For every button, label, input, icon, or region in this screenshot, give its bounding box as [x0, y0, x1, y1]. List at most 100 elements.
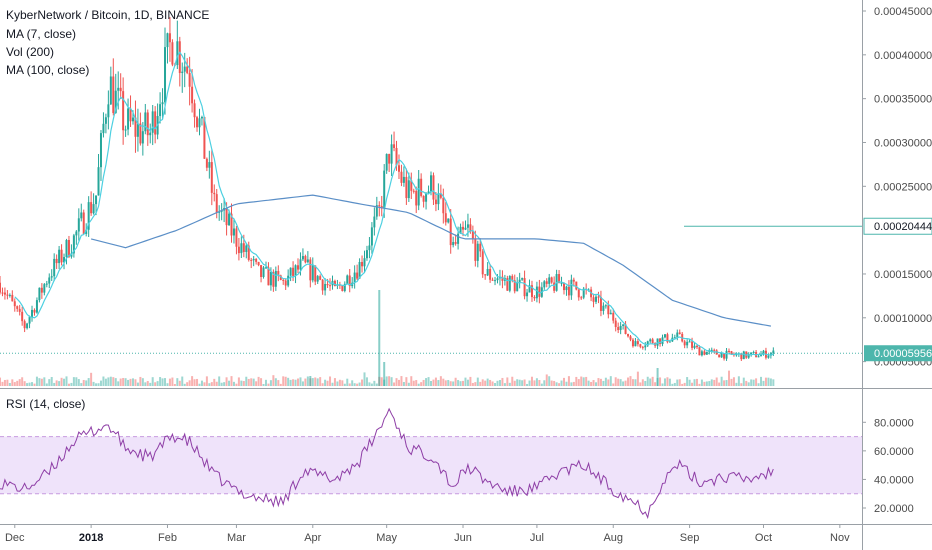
candle [333, 279, 336, 287]
volume-bar [715, 377, 718, 386]
volume-bar [447, 380, 450, 386]
candle-body [639, 344, 642, 347]
volume-bar [235, 383, 238, 386]
candle-body [316, 276, 319, 282]
volume-bar [617, 378, 620, 386]
candle-body [412, 190, 415, 192]
candle [297, 258, 300, 274]
volume-bar [299, 377, 302, 386]
volume-bar [255, 381, 258, 386]
candle [353, 265, 356, 289]
volume-bar [405, 377, 408, 386]
candle [70, 244, 73, 259]
rsi-legend[interactable]: RSI (14, close) [6, 397, 86, 411]
candle-body [129, 108, 132, 122]
volume-bar [762, 380, 765, 386]
volume-bar [750, 379, 753, 386]
volume-bar [117, 381, 120, 386]
candle-body [63, 257, 66, 263]
candle-body [329, 285, 332, 287]
volume-bar [555, 382, 558, 386]
candle [641, 345, 644, 350]
candle [274, 266, 277, 291]
candle-body [420, 178, 423, 196]
candle [624, 321, 627, 335]
candle [437, 183, 440, 211]
volume-bar [252, 378, 255, 386]
volume-bar [264, 379, 267, 386]
candle [663, 334, 666, 339]
volume-bar [237, 377, 240, 386]
candle [666, 332, 669, 344]
volume-bar [250, 378, 253, 386]
volume-bar [501, 377, 504, 386]
volume-bar [471, 382, 474, 386]
candle-body [513, 280, 516, 292]
volume-bar [274, 378, 277, 386]
volume-bar [742, 377, 745, 386]
candle-body [592, 297, 595, 302]
candle [454, 234, 457, 246]
volume-legend[interactable]: Vol (200) [6, 45, 55, 59]
candle [193, 99, 196, 128]
volume-bar [38, 378, 41, 386]
volume-bar [40, 378, 43, 386]
volume-bar [329, 376, 332, 386]
candle [149, 123, 152, 144]
candle [540, 282, 543, 298]
volume-bar [567, 376, 570, 386]
candle-body [114, 90, 117, 114]
candle-body [237, 246, 240, 254]
ma100-legend[interactable]: MA (100, close) [6, 63, 90, 77]
candle [136, 108, 139, 152]
volume-bar [99, 380, 102, 386]
volume-bar [292, 379, 295, 386]
volume-bar [124, 378, 127, 386]
candle-body [757, 356, 760, 358]
candle [385, 153, 388, 174]
candle [555, 269, 558, 292]
price-tick-label: 0.00030000 [874, 137, 932, 149]
candle-body [599, 297, 602, 311]
candle [442, 188, 445, 224]
candle-body [750, 352, 753, 355]
candle [63, 253, 66, 270]
candle [196, 115, 199, 132]
volume-bar [703, 381, 706, 386]
candle [343, 281, 346, 293]
candle-body [87, 202, 90, 230]
candle [18, 304, 21, 316]
candle-body [38, 287, 41, 301]
volume-bar [402, 381, 405, 386]
volume-bar [378, 290, 381, 386]
candle-body [267, 267, 270, 286]
volume-bar [321, 383, 324, 386]
candle [287, 269, 290, 288]
candle-body [666, 334, 669, 343]
ma7-legend[interactable]: MA (7, close) [6, 27, 77, 41]
candle-body [176, 41, 179, 66]
volume-bar [159, 377, 162, 386]
candle-body [560, 282, 563, 284]
volume-bar [107, 377, 110, 386]
candle [245, 242, 248, 259]
candle [691, 337, 694, 351]
candle-body [215, 194, 218, 213]
time-tick-label: Sep [680, 532, 700, 544]
hline-price-box [863, 217, 932, 235]
volume-bar [673, 382, 676, 386]
candle-body [523, 278, 526, 297]
candle [567, 280, 570, 301]
volume-bar [257, 376, 260, 386]
volume-bar [294, 379, 297, 386]
volume-bar [139, 376, 142, 386]
volume-bar [301, 381, 304, 386]
candle-body [252, 258, 255, 261]
volume-bar [663, 378, 666, 386]
volume-bar [489, 379, 492, 386]
candle [543, 280, 546, 290]
candle [713, 348, 716, 354]
candle-body [127, 108, 130, 130]
candle [272, 269, 275, 292]
